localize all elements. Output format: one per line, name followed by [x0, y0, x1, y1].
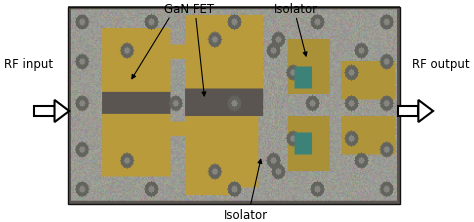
Bar [34, 106, 55, 116]
Text: RF input: RF input [4, 58, 53, 71]
Polygon shape [55, 100, 69, 122]
Text: GaN FET: GaN FET [164, 3, 214, 16]
Text: RF output: RF output [412, 58, 470, 71]
Polygon shape [419, 100, 433, 122]
Bar [398, 106, 419, 116]
Bar [68, 7, 401, 204]
Text: Isolator: Isolator [224, 209, 268, 222]
Text: Isolator: Isolator [273, 3, 318, 16]
